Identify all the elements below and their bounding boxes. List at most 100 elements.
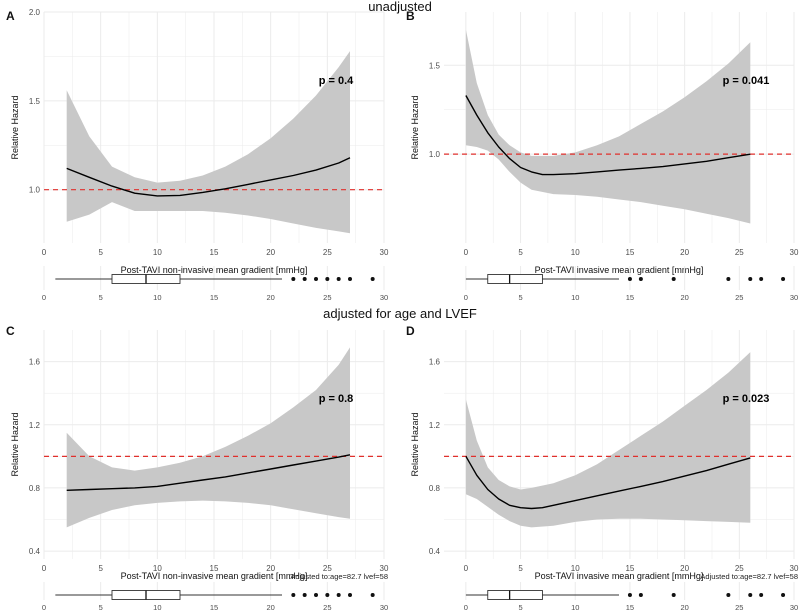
hazard-curve — [66, 157, 351, 197]
boxplot-outlier — [781, 593, 786, 597]
boxplot-tick-label: 0 — [42, 293, 46, 302]
y-axis-label: Relative Hazard — [410, 412, 420, 476]
p-value-label: p = 0.8 — [319, 393, 354, 405]
y-tick-label: 1.5 — [429, 61, 441, 70]
x-tick-label: 20 — [266, 564, 275, 573]
y-axis-label: Relative Hazard — [10, 95, 20, 159]
adjustment-note: Adjusted to:age=82.7 lvef=58 — [290, 572, 388, 581]
x-tick-label: 5 — [518, 564, 523, 573]
boxplot-tick-label: 25 — [735, 603, 743, 612]
p-value-label: p = 0.4 — [319, 75, 354, 87]
y-tick-label: 0.8 — [429, 484, 441, 493]
boxplot-box — [487, 590, 543, 600]
boxplot-outlier — [336, 277, 341, 281]
boxplot-outlier — [726, 277, 731, 281]
adjustment-note: Adjusted to:age=82.7 lvef=58 — [700, 572, 798, 581]
boxplot-tick-label: 0 — [42, 603, 46, 612]
boxplot-outlier — [291, 277, 296, 281]
boxplot-tick-label: 25 — [323, 293, 331, 302]
confidence-band — [465, 29, 751, 224]
boxplot-outlier — [759, 593, 764, 597]
section-title-adjusted: adjusted for age and LVEF — [323, 306, 477, 321]
boxplot-outlier — [291, 593, 296, 597]
x-tick-label: 0 — [464, 564, 469, 573]
boxplot-outlier — [370, 593, 375, 597]
boxplot-tick-label: 10 — [571, 603, 579, 612]
hazard-curve — [465, 455, 751, 510]
panel-letter: C — [6, 324, 15, 338]
y-tick-label: 2.0 — [29, 8, 41, 17]
boxplot-tick-label: 5 — [518, 293, 522, 302]
boxplot-outlier — [748, 277, 753, 281]
y-tick-label: 1.0 — [29, 186, 41, 195]
x-tick-label: 15 — [625, 564, 634, 573]
x-tick-label: 10 — [571, 564, 580, 573]
panel-c: C 0.4 0.8 1.2 1.6 0 5 10 15 20 25 30 Post-TAVI non-i… — [6, 324, 389, 612]
x-tick-label: 15 — [625, 248, 634, 257]
x-tick-label: 30 — [380, 248, 389, 257]
boxplot-tick-label: 5 — [99, 603, 103, 612]
hazard-curve — [465, 95, 751, 176]
x-tick-label: 10 — [153, 564, 162, 573]
boxplot-outlier — [370, 277, 375, 281]
x-tick-label: 15 — [210, 248, 219, 257]
y-tick-label: 0.4 — [429, 547, 441, 556]
x-axis-label: Post-TAVI invasive mean gradient [mmHg] — [535, 571, 704, 581]
x-tick-label: 5 — [98, 564, 103, 573]
p-value-label: p = 0.023 — [723, 393, 770, 405]
boxplot-tick-label: 20 — [680, 603, 688, 612]
boxplot-outlier — [336, 593, 341, 597]
boxplot-tick-label: 20 — [266, 603, 274, 612]
x-tick-label: 0 — [42, 564, 47, 573]
y-tick-label: 0.4 — [29, 547, 41, 556]
boxplot-tick-label: 25 — [323, 603, 331, 612]
boxplot-tick-label: 10 — [153, 603, 161, 612]
x-tick-label: 30 — [380, 564, 389, 573]
boxplot-outlier — [671, 593, 676, 597]
hazard-curve — [66, 454, 351, 491]
boxplot-outlier — [302, 593, 307, 597]
boxplot-tick-label: 20 — [680, 293, 688, 302]
panel-b: B 1.0 1.5 0 5 10 15 20 25 30 Post-TAVI invasive me… — [406, 9, 799, 302]
boxplot-tick-label: 20 — [266, 293, 274, 302]
x-tick-label: 30 — [790, 248, 799, 257]
boxplot-tick-label: 5 — [99, 293, 103, 302]
x-tick-label: 20 — [680, 564, 689, 573]
panel-letter: A — [6, 9, 15, 23]
p-value-label: p = 0.041 — [723, 75, 770, 87]
x-tick-label: 25 — [323, 248, 332, 257]
boxplot-outlier — [325, 593, 330, 597]
x-tick-label: 20 — [266, 248, 275, 257]
boxplot-outlier — [314, 593, 318, 597]
x-tick-label: 0 — [464, 248, 469, 257]
x-tick-label: 20 — [680, 248, 689, 257]
boxplot-outlier — [348, 277, 352, 281]
x-tick-label: 25 — [323, 564, 332, 573]
boxplot-tick-label: 0 — [464, 603, 468, 612]
y-tick-label: 0.8 — [29, 484, 41, 493]
boxplot-tick-label: 25 — [735, 293, 743, 302]
boxplot-tick-label: 10 — [571, 293, 579, 302]
boxplot-tick-label: 0 — [464, 293, 468, 302]
confidence-band — [465, 352, 751, 528]
boxplot-tick-label: 10 — [153, 293, 161, 302]
boxplot-outlier — [748, 593, 753, 597]
confidence-band — [66, 51, 350, 234]
y-tick-label: 1.2 — [29, 421, 41, 430]
x-axis-label: Post-TAVI non-invasive mean gradient [mm… — [121, 571, 308, 581]
boxplot-outlier — [627, 277, 632, 281]
boxplot-tick-label: 30 — [790, 293, 798, 302]
x-tick-label: 5 — [98, 248, 103, 257]
boxplot-outlier — [302, 277, 307, 281]
panel-d: D 0.4 0.8 1.2 1.6 0 5 10 15 20 25 30 Post-TAVI invas… — [406, 324, 799, 612]
x-tick-label: 5 — [518, 248, 523, 257]
boxplot-tick-label: 15 — [626, 603, 634, 612]
boxplot-box — [487, 274, 543, 284]
x-tick-label: 30 — [790, 564, 799, 573]
confidence-band — [66, 347, 350, 528]
boxplot-tick-label: 30 — [380, 603, 388, 612]
y-tick-label: 1.2 — [429, 421, 441, 430]
x-tick-label: 25 — [735, 248, 744, 257]
y-tick-label: 1.0 — [429, 150, 441, 159]
